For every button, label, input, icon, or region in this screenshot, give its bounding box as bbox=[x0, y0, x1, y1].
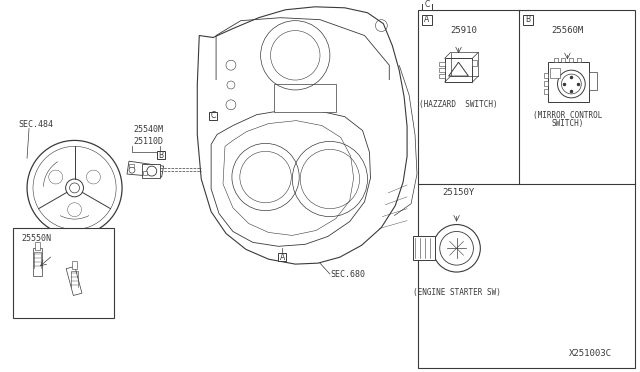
Text: C: C bbox=[211, 111, 216, 120]
Text: 25110D: 25110D bbox=[133, 137, 163, 146]
Bar bbox=[129, 164, 134, 167]
Bar bbox=[589, 72, 597, 90]
Bar bbox=[35, 242, 40, 250]
Bar bbox=[550, 68, 559, 78]
Bar bbox=[157, 151, 164, 159]
Bar bbox=[422, 15, 432, 25]
Text: SEC.484: SEC.484 bbox=[18, 119, 53, 129]
Bar bbox=[570, 58, 573, 62]
Bar bbox=[523, 15, 532, 25]
Text: A: A bbox=[280, 253, 285, 262]
Bar bbox=[422, 0, 432, 10]
Text: SWITCH): SWITCH) bbox=[551, 119, 584, 128]
Bar bbox=[143, 171, 147, 175]
Bar bbox=[577, 58, 581, 62]
Text: B: B bbox=[525, 15, 530, 24]
Bar bbox=[275, 84, 336, 112]
Bar bbox=[472, 60, 477, 66]
Text: SEC.680: SEC.680 bbox=[330, 270, 365, 279]
Bar bbox=[66, 266, 82, 295]
Bar bbox=[439, 62, 445, 66]
Bar bbox=[554, 58, 557, 62]
Bar bbox=[439, 68, 445, 72]
Text: (HAZZARD  SWITCH): (HAZZARD SWITCH) bbox=[419, 100, 498, 109]
Bar bbox=[413, 237, 435, 260]
Text: C: C bbox=[424, 0, 429, 9]
Bar bbox=[418, 10, 635, 368]
Text: (MIRROR CONTROL: (MIRROR CONTROL bbox=[532, 111, 602, 120]
Bar bbox=[72, 261, 77, 269]
Text: A: A bbox=[424, 15, 429, 24]
Text: (ENGINE STARTER SW): (ENGINE STARTER SW) bbox=[413, 288, 500, 297]
Bar bbox=[439, 74, 445, 78]
Bar bbox=[543, 89, 548, 94]
Bar bbox=[13, 228, 114, 318]
Text: 25560M: 25560M bbox=[551, 26, 584, 35]
Text: X251003C: X251003C bbox=[570, 349, 612, 358]
Bar bbox=[548, 62, 589, 102]
Bar bbox=[543, 73, 548, 78]
Bar bbox=[561, 58, 565, 62]
Text: 25150Y: 25150Y bbox=[442, 189, 475, 198]
Bar bbox=[278, 253, 286, 261]
Bar bbox=[142, 164, 159, 178]
Text: 25540M: 25540M bbox=[133, 125, 163, 134]
Bar bbox=[543, 81, 548, 86]
Text: 25550N: 25550N bbox=[21, 234, 51, 243]
Text: 25910: 25910 bbox=[450, 26, 477, 35]
Bar bbox=[209, 112, 217, 120]
Bar bbox=[33, 248, 42, 276]
Text: B: B bbox=[158, 151, 163, 160]
